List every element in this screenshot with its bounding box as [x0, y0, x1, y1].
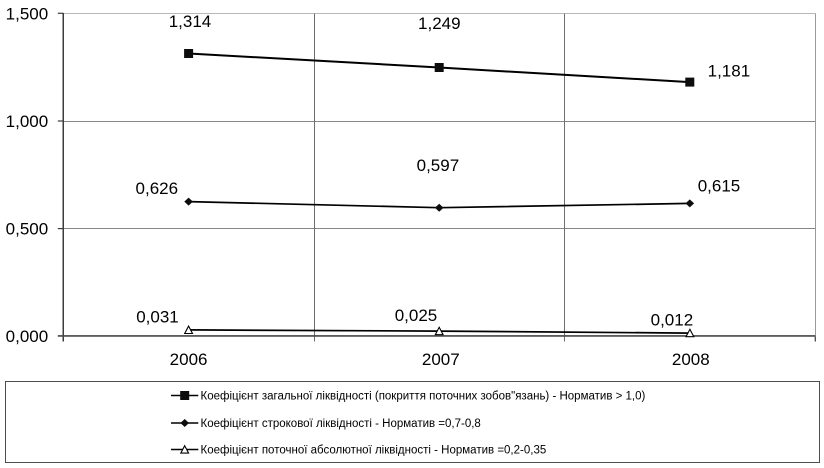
- svg-text:0,500: 0,500: [6, 220, 49, 239]
- svg-text:Коефіцієнт загальної ліквіднос: Коефіцієнт загальної ліквідності (покрит…: [201, 390, 646, 402]
- svg-text:0,000: 0,000: [6, 327, 49, 346]
- svg-text:0,025: 0,025: [395, 306, 438, 325]
- svg-text:0,012: 0,012: [651, 311, 694, 330]
- svg-text:1,249: 1,249: [418, 14, 461, 33]
- svg-text:0,626: 0,626: [136, 179, 179, 198]
- svg-text:0,031: 0,031: [136, 307, 179, 326]
- svg-text:1,314: 1,314: [169, 12, 212, 31]
- svg-text:2006: 2006: [170, 350, 208, 369]
- svg-text:0,597: 0,597: [417, 156, 460, 175]
- svg-text:2008: 2008: [672, 350, 710, 369]
- svg-text:Коефіцієнт поточної абсолютної: Коефіцієнт поточної абсолютної ліквіднос…: [201, 444, 547, 456]
- svg-text:1,181: 1,181: [708, 61, 751, 80]
- svg-text:1,000: 1,000: [6, 112, 49, 131]
- svg-text:Коефіцієнт строкової ліквіднос: Коефіцієнт строкової ліквідності - Норма…: [201, 418, 481, 430]
- svg-text:0,615: 0,615: [698, 176, 741, 195]
- svg-text:2007: 2007: [422, 350, 460, 369]
- svg-text:1,500: 1,500: [6, 4, 49, 23]
